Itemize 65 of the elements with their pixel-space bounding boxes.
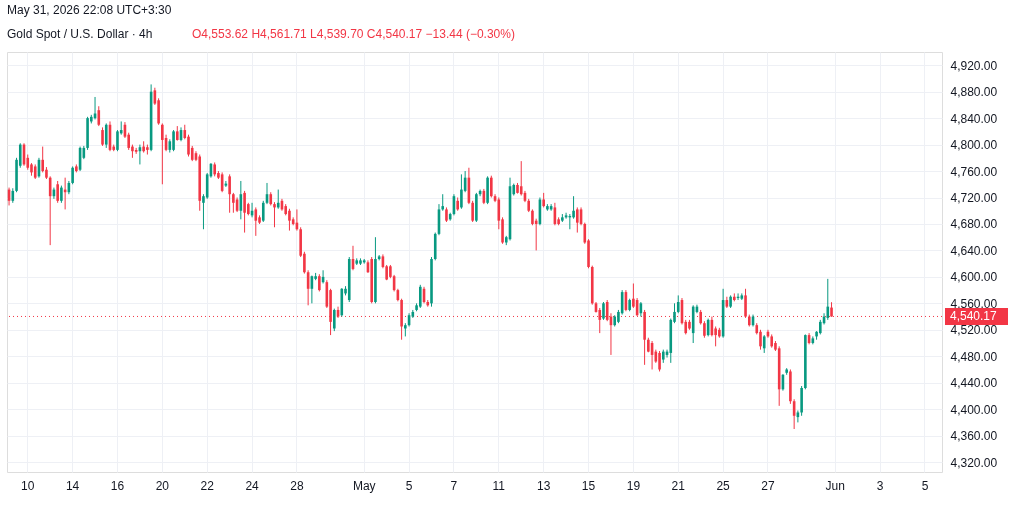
y-tick-label: 4,400.00 [950,402,998,417]
y-tick-label: 4,720.00 [950,191,998,206]
candlestick [56,180,59,204]
candlestick [759,329,762,351]
candlestick [228,173,231,214]
x-tick-label: 19 [626,478,641,493]
candlestick [418,284,422,309]
chart-title: Gold Spot / U.S. Dollar · 4h [7,27,153,41]
y-tick-label: 4,880.00 [950,85,998,100]
x-tick-label: 11 [492,478,506,493]
y-tick-label: 4,480.00 [950,349,998,364]
y-tick-label: 4,560.00 [950,296,998,311]
x-tick-label: 7 [450,478,458,493]
x-tick-label: 5 [405,478,413,493]
candlestick [97,105,101,127]
x-tick-label: 25 [716,478,731,493]
chart-subtitle: O4,553.62 H4,561.71 L4,539.70 C4,540.17 −13.44 (−0.30%) [192,27,515,41]
y-tick-label: 4,320.00 [950,455,998,470]
text: May 31, 2026 22:08 UTC+3:30 [7,3,172,17]
y-tick-label: 4,680.00 [950,217,998,232]
y-tick-label: 4,360.00 [950,429,998,444]
candlestick [161,122,164,185]
x-tick-label: Jun [825,478,845,493]
x-tick-label: 14 [65,478,80,493]
candlestick [460,173,463,210]
candlestick [333,308,336,332]
candlestick [273,201,276,228]
y-tick-label: 4,800.00 [950,138,998,153]
candlestick [187,134,190,157]
candlestick [172,129,175,152]
x-tick-label: 13 [536,478,551,493]
x-tick-label: May [352,478,376,493]
x-tick-label: 24 [245,478,260,493]
y-tick-label: 4,840.00 [950,111,998,126]
y-tick-label: 4,920.00 [950,58,998,73]
candlestick [232,192,235,214]
x-tick-label: 28 [290,478,304,493]
y-tick-label: 4,760.00 [950,164,998,179]
y-tick-label: 4,440.00 [950,376,998,391]
x-tick-label: 15 [581,478,596,493]
x-tick-label: 16 [110,478,125,493]
x-tick-label: 21 [671,478,686,493]
candlestick [490,175,493,199]
candlestick [572,195,575,220]
candlestick [101,126,104,147]
x-tick-label: 5 [921,478,929,493]
x-tick-label: 3 [876,478,884,493]
candlestick [104,122,108,149]
y-tick-label: 4,600.00 [950,270,998,285]
x-tick-label: 20 [155,478,170,493]
candlestick [576,206,579,234]
candlestick [744,288,747,319]
ref-line-label: 4,540.17 [950,309,998,324]
candlestick [254,206,258,237]
candlestick [243,190,246,234]
candlestick [288,208,291,232]
x-tick-label: 27 [761,478,775,493]
y-tick-label: 4,520.00 [950,323,998,338]
x-tick-label: 22 [200,478,215,493]
candlestick [658,350,661,372]
y-tick-label: 4,640.00 [950,243,998,258]
candlestick [826,278,830,321]
candlestick [276,189,280,210]
candlestick [116,129,119,152]
x-tick-label: 10 [21,478,35,493]
